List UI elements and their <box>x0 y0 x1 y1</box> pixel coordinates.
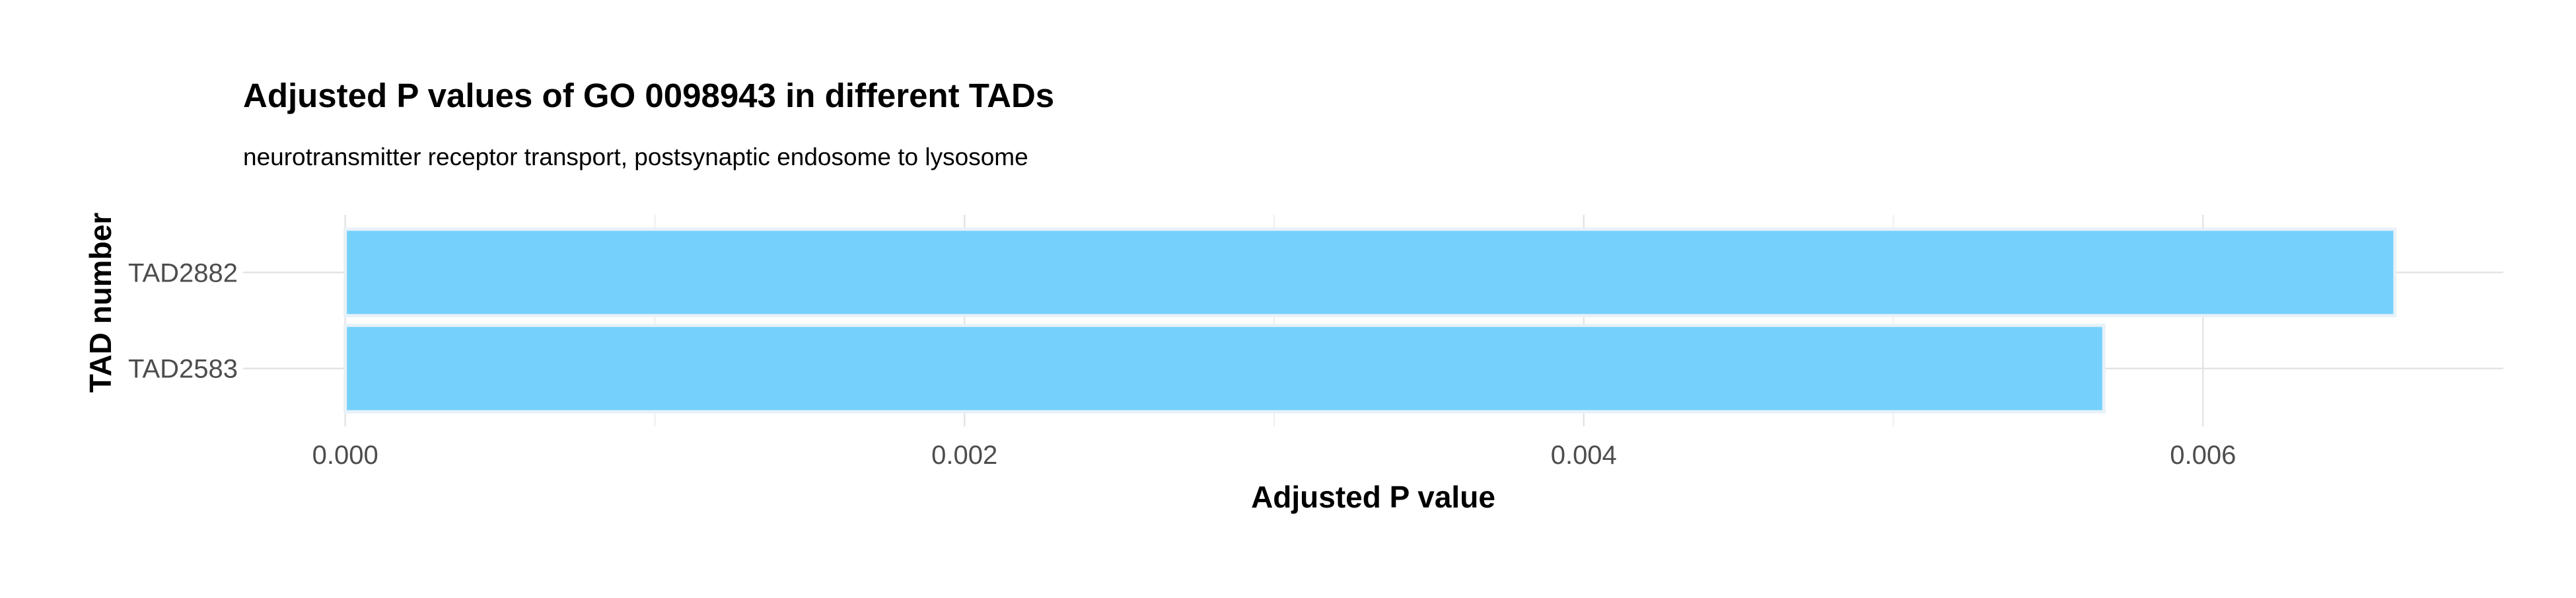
y-axis-tick-labels: TAD2882 TAD2583 <box>128 258 238 383</box>
x-tick-label: 0.004 <box>1551 441 1617 470</box>
x-axis-tick-labels: 0.000 0.002 0.004 0.006 <box>312 441 2236 470</box>
x-tick-label: 0.006 <box>2170 441 2236 470</box>
chart-title: Adjusted P values of GO 0098943 in diffe… <box>243 77 1054 114</box>
chart-subtitle: neurotransmitter receptor transport, pos… <box>243 143 1028 170</box>
x-tick-label: 0.000 <box>312 441 378 470</box>
x-axis-label: Adjusted P value <box>1251 480 1495 514</box>
bar <box>343 227 2397 318</box>
y-tick-label: TAD2882 <box>128 258 238 287</box>
y-axis-label: TAD number <box>83 213 118 393</box>
bars <box>343 227 2397 414</box>
bar <box>343 323 2106 414</box>
x-tick-label: 0.002 <box>931 441 997 470</box>
y-tick-label: TAD2583 <box>128 355 238 384</box>
